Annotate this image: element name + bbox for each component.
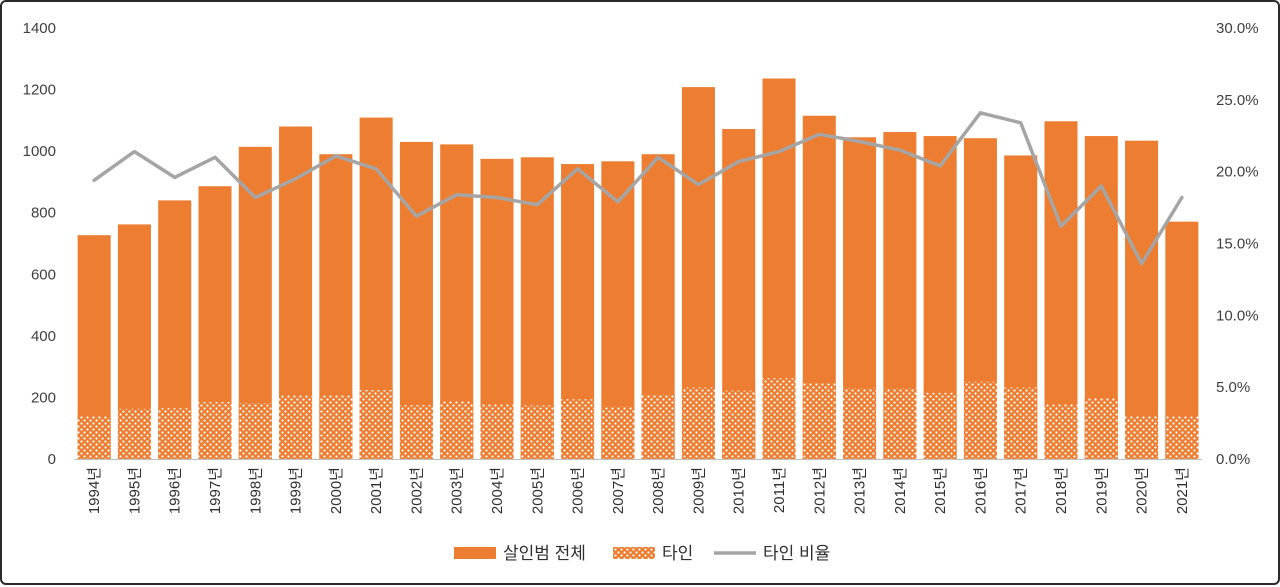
- bar-other-2009년: [682, 388, 715, 459]
- bar-other-2001년: [360, 390, 393, 459]
- x-tick-label: 2002년: [408, 467, 425, 514]
- legend-label-total: 살인범 전체: [503, 544, 586, 563]
- x-tick-label: 1999년: [288, 467, 305, 514]
- x-tick-label: 2017년: [1013, 467, 1030, 514]
- x-tick-label: 2007년: [610, 467, 627, 514]
- bar-other-2014년: [883, 388, 916, 459]
- y-right-tick-label: 30.0%: [1216, 20, 1259, 37]
- x-tick-label: 2004년: [489, 467, 506, 514]
- bar-other-1995년: [118, 409, 151, 459]
- x-tick-label: 1995년: [126, 467, 143, 514]
- x-tick-label: 2008년: [650, 467, 667, 514]
- y-left-tick-label: 200: [31, 389, 56, 406]
- legend: 살인범 전체 타인 타인 비율: [454, 544, 830, 563]
- y-left-tick-label: 400: [31, 328, 56, 345]
- bar-total-2020년: [1125, 141, 1158, 459]
- y-right-tick-label: 25.0%: [1216, 92, 1259, 109]
- bar-other-2000년: [319, 395, 352, 459]
- x-tick-label: 2020년: [1134, 467, 1151, 514]
- y-right-tick-label: 20.0%: [1216, 164, 1259, 181]
- bar-other-1998년: [239, 403, 272, 459]
- bar-other-1996년: [158, 408, 191, 459]
- x-tick-label: 2003년: [449, 467, 466, 514]
- x-tick-label: 2005년: [529, 467, 546, 514]
- bar-other-2008년: [642, 394, 675, 459]
- x-tick-label: 1997년: [207, 467, 224, 514]
- bar-other-2003년: [440, 401, 473, 459]
- bar-other-2017년: [1004, 388, 1037, 459]
- x-tick-label: 2016년: [972, 467, 989, 514]
- bar-other-2013년: [843, 388, 876, 459]
- legend-swatch-total: [454, 547, 496, 559]
- y-right-tick-label: 0.0%: [1216, 451, 1250, 468]
- x-tick-label: 2014년: [892, 467, 909, 514]
- y-left-tick-label: 800: [31, 205, 56, 222]
- bar-other-2005년: [521, 405, 554, 459]
- legend-label-other: 타인: [662, 544, 693, 563]
- bar-other-2019년: [1085, 398, 1118, 459]
- bar-other-2002년: [400, 405, 433, 459]
- x-tick-label: 1994년: [86, 467, 103, 514]
- x-tick-label: 2018년: [1053, 467, 1070, 514]
- bar-other-2010년: [722, 391, 755, 459]
- x-tick-label: 2006년: [570, 467, 587, 514]
- x-tick-label: 2015년: [932, 467, 949, 514]
- bars-layer: [78, 78, 1199, 459]
- bar-other-2021년: [1165, 416, 1198, 459]
- bar-other-1997년: [198, 402, 231, 459]
- y-right-tick-label: 15.0%: [1216, 236, 1259, 253]
- bar-other-2011년: [762, 378, 795, 459]
- bar-other-2018년: [1044, 405, 1077, 459]
- x-tick-label: 1996년: [167, 467, 184, 514]
- y-right-tick-label: 10.0%: [1216, 307, 1259, 324]
- bar-other-2020년: [1125, 416, 1158, 459]
- bar-other-2007년: [601, 406, 634, 459]
- bar-other-1999년: [279, 395, 312, 459]
- x-tick-label: 2019년: [1093, 467, 1110, 514]
- bar-other-1994년: [78, 416, 111, 459]
- y-left-tick-label: 1000: [23, 143, 56, 160]
- y-left-tick-label: 0: [48, 451, 56, 468]
- bar-other-2006년: [561, 399, 594, 459]
- bar-other-2012년: [803, 383, 836, 459]
- x-tick-label: 2012년: [811, 467, 828, 514]
- x-tick-label: 2011년: [771, 467, 788, 513]
- y-left-tick-label: 1400: [23, 20, 56, 37]
- legend-label-ratio: 타인 비율: [763, 544, 830, 563]
- bar-other-2016년: [964, 382, 997, 459]
- bar-other-2004년: [480, 404, 513, 459]
- y-right-tick-label: 5.0%: [1216, 379, 1250, 396]
- x-tick-label: 2013년: [852, 467, 869, 514]
- y-left-tick-label: 600: [31, 266, 56, 283]
- y-left-tick-label: 1200: [23, 82, 56, 99]
- x-tick-label: 2000년: [328, 467, 345, 514]
- x-tick-label: 2021년: [1174, 467, 1191, 514]
- legend-swatch-other: [613, 547, 655, 559]
- x-tick-label: 2010년: [731, 467, 748, 514]
- x-tick-label: 1998년: [247, 467, 264, 514]
- x-tick-label: 2001년: [368, 467, 385, 514]
- x-tick-label: 2009년: [690, 467, 707, 514]
- bar-other-2015년: [924, 393, 957, 459]
